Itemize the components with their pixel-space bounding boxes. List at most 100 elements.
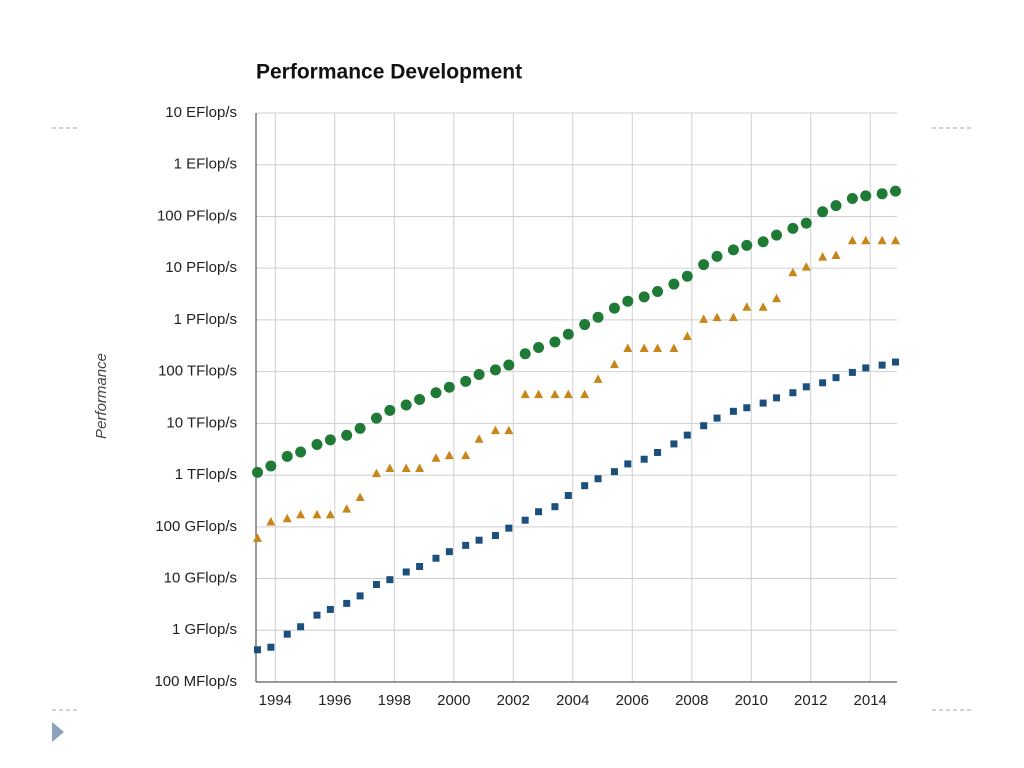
point (415, 463, 425, 473)
y-tick-label: 100 TFlop/s (158, 363, 237, 380)
y-tick-label: 1 PFlop/s (174, 311, 237, 328)
point (876, 188, 888, 200)
point (490, 425, 500, 435)
point (324, 434, 336, 446)
point (312, 509, 322, 519)
y-tick-label: 100 PFlop/s (157, 207, 237, 224)
point (758, 302, 768, 311)
point (729, 407, 737, 415)
point (609, 359, 619, 369)
point (371, 468, 381, 478)
point (759, 399, 767, 407)
point (372, 581, 380, 589)
x-tick-label: 2010 (735, 692, 768, 709)
point (461, 450, 471, 460)
point (431, 453, 441, 462)
point (386, 576, 394, 584)
point (580, 389, 590, 399)
point (713, 414, 721, 422)
point (341, 429, 353, 441)
point (670, 440, 678, 448)
point (757, 236, 769, 248)
point (535, 508, 543, 516)
point (462, 541, 470, 549)
x-tick-label: 1994 (259, 692, 292, 709)
point (283, 630, 291, 638)
point (818, 252, 828, 261)
point (819, 379, 827, 387)
y-tick-label: 1 GFlop/s (172, 621, 237, 638)
x-tick-label: 2006 (616, 692, 649, 709)
point (878, 361, 886, 369)
point (831, 250, 841, 259)
point (860, 190, 872, 202)
point (593, 374, 603, 383)
point (252, 533, 262, 542)
point (416, 562, 424, 570)
point (385, 463, 395, 473)
point (800, 217, 812, 229)
point (281, 450, 293, 462)
point (699, 314, 709, 323)
point (550, 389, 560, 399)
point (652, 286, 664, 298)
point (491, 532, 499, 540)
point (265, 460, 277, 472)
point (551, 503, 559, 511)
point (788, 267, 798, 277)
point (581, 482, 589, 490)
point (564, 491, 572, 499)
y-tick-label: 10 GFlop/s (164, 570, 237, 587)
point (891, 235, 901, 245)
point (608, 302, 620, 314)
point (384, 404, 396, 416)
y-tick-label: 10 TFlop/s (166, 414, 237, 431)
point (519, 348, 531, 360)
point (802, 383, 810, 391)
y-tick-label: 100 MFlop/s (154, 673, 237, 690)
point (847, 235, 857, 245)
point (848, 368, 856, 376)
point (742, 302, 752, 311)
point (890, 185, 902, 197)
x-tick-label: 2014 (854, 692, 887, 709)
x-tick-label: 1996 (318, 692, 351, 709)
point (712, 312, 722, 322)
x-tick-label: 1998 (378, 692, 411, 709)
x-tick-label: 2008 (675, 692, 708, 709)
point (444, 450, 454, 460)
point (594, 475, 602, 483)
point (549, 336, 561, 348)
point (475, 536, 483, 544)
point (771, 229, 783, 241)
point (534, 389, 544, 399)
y-tick-label: 1 TFlop/s (175, 466, 237, 483)
x-tick-label: 2000 (437, 692, 470, 709)
x-tick-label: 2002 (497, 692, 530, 709)
y-tick-label: 1 EFlop/s (174, 156, 237, 173)
point (460, 375, 472, 387)
point (402, 568, 410, 576)
point (297, 623, 305, 631)
point (741, 239, 753, 251)
point (624, 460, 632, 468)
point (639, 343, 649, 352)
point (282, 513, 292, 523)
point (623, 343, 633, 352)
point (892, 358, 900, 366)
point (711, 250, 723, 262)
point (610, 468, 618, 476)
point (401, 463, 411, 473)
y-axis-label: Performance (93, 353, 110, 439)
point (743, 404, 751, 412)
point (313, 611, 321, 619)
point (640, 455, 648, 463)
point (505, 524, 513, 532)
point (370, 412, 382, 424)
point (311, 439, 323, 451)
point (356, 592, 364, 600)
point (443, 381, 455, 393)
point (592, 311, 604, 323)
y-tick-label: 100 GFlop/s (155, 518, 237, 535)
